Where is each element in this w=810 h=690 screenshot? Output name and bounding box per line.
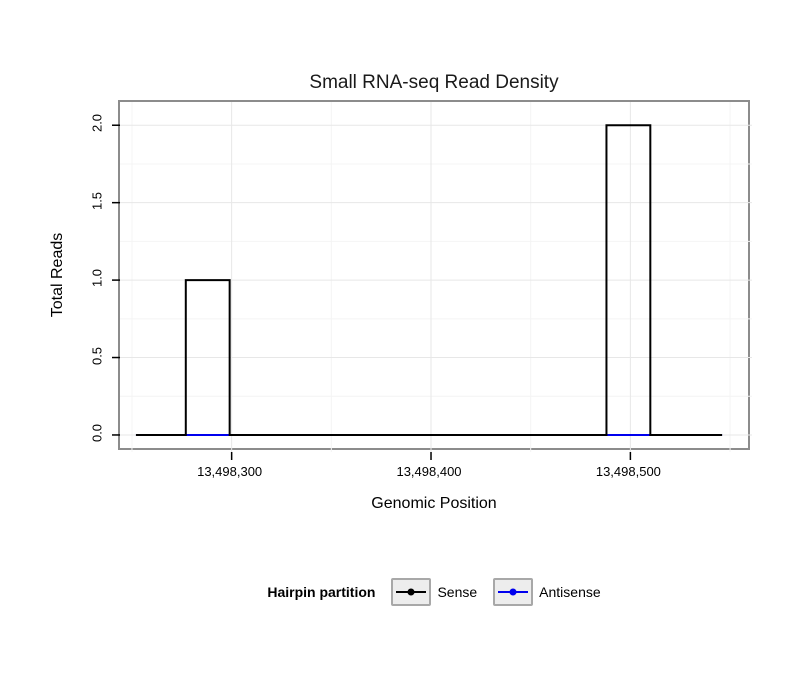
legend-key-glyph-icon	[396, 588, 427, 596]
legend-key-antisense	[493, 578, 534, 606]
plot-canvas	[112, 102, 752, 460]
legend-key-sense	[391, 578, 432, 606]
legend-entry-antisense: Antisense	[493, 578, 601, 606]
y-tick-label: 2.0	[89, 114, 105, 133]
legend-key-glyph-icon	[498, 588, 529, 596]
plot-panel	[112, 100, 752, 460]
y-tick-label: 0.0	[89, 423, 105, 442]
legend-entries: Sense Antisense	[391, 578, 601, 606]
legend-label-sense: Sense	[437, 584, 478, 600]
legend-label-antisense: Antisense	[539, 584, 601, 600]
y-axis-title: Total Reads	[49, 232, 66, 318]
y-tick-label: 1.0	[89, 269, 105, 288]
x-tick-label: 13,498,400	[396, 464, 462, 479]
legend-title: Hairpin partition	[267, 584, 376, 600]
y-tick-label: 1.5	[89, 191, 105, 210]
series-line-sense	[135, 124, 723, 436]
y-tick-label: 0.5	[89, 346, 105, 365]
legend-entry-sense: Sense	[391, 578, 477, 606]
chart-title: Small RNA-seq Read Density	[309, 72, 559, 93]
legend: Hairpin partition Sense Antisense	[118, 578, 750, 606]
x-tick-label: 13,498,500	[595, 464, 661, 479]
x-axis-title: Genomic Position	[371, 495, 497, 512]
x-tick-label: 13,498,300	[197, 464, 263, 479]
